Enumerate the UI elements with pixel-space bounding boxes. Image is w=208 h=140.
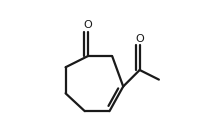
Text: O: O xyxy=(135,34,144,44)
Text: O: O xyxy=(83,20,92,30)
